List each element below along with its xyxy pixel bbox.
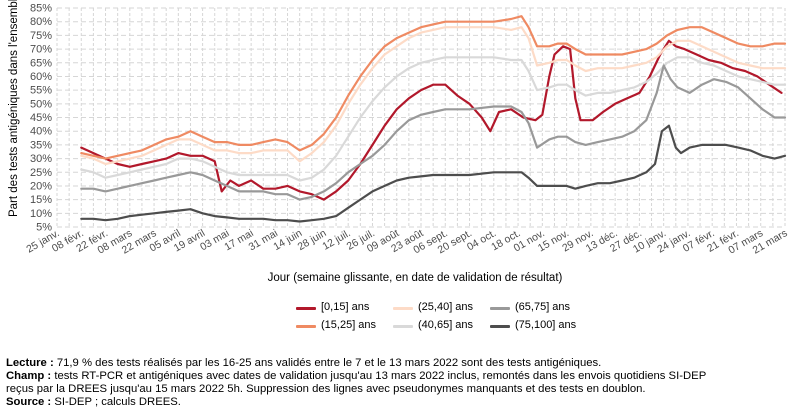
note-key: Lecture : [6,357,54,369]
y-tick-label: 60% [30,71,52,83]
series-line [80,26,787,166]
y-tick-label: 10% [30,208,52,220]
note-scope-continued: reçus par la DREES jusqu'au 15 mars 2022… [6,383,802,396]
y-axis-title: Part des tests antigéniques dans l'ensem… [8,0,20,217]
y-tick-label: 80% [30,16,52,28]
series-line [80,56,787,182]
y-tick-label: 35% [30,139,52,151]
y-tick-label: 25% [30,167,52,179]
legend-label: (15,25] ans [321,319,377,331]
note-reading: Lecture : 71,9 % des tests réalisés par … [6,357,802,370]
note-scope: Champ : tests RT-PCR et antigéniques ave… [6,370,802,383]
legend-swatch [490,325,510,328]
legend-swatch [490,307,510,310]
legend-swatch [296,307,316,310]
y-tick-label: 50% [30,98,52,110]
y-tick-label: 85% [30,3,52,15]
note-text: 71,9 % des tests réalisés par les 16-25 … [53,357,602,369]
series-line [80,15,787,160]
note-text: tests RT-PCR et antigéniques avec dates … [51,370,707,382]
y-tick-label: 70% [30,44,52,56]
line-chart: 5% 10% 15% 20%25% 30% 35%40% 45% 50%55% 60% 65%70… [24,3,789,257]
note-text: SI-DEP ; calculs DREES. [51,396,181,408]
legend-label: (75,100] ans [515,319,577,331]
y-tick-label: 55% [30,85,52,97]
series-line [80,64,787,201]
y-tick-label: 40% [30,126,52,138]
chart-lines [80,15,787,223]
legend-label: (65,75] ans [515,301,571,313]
note-key: Source : [6,396,52,408]
legend-label: [0,15] ans [321,301,370,313]
y-tick-label: 45% [30,112,52,124]
note-text: reçus par la DREES jusqu'au 15 mars 2022… [6,383,646,395]
legend-label: (25,40] ans [418,301,474,313]
note-source: Source : SI-DEP ; calculs DREES. [6,396,802,409]
y-tick-label: 75% [30,30,52,42]
series-line [80,124,787,223]
legend-swatch [296,325,316,328]
note-key: Champ : [6,370,52,382]
y-tick-label: 15% [30,194,52,206]
y-axis-ticks: 5% 10% 15% 20%25% 30% 35%40% 45% 50%55% 60% 65%70… [30,3,52,234]
legend-swatch [393,325,413,328]
legend-swatch [393,307,413,310]
y-tick-label: 65% [30,57,52,69]
legend-label: (40,65] ans [418,319,474,331]
y-tick-label: 5% [36,222,52,234]
chart-notes: Lecture : 71,9 % des tests réalisés par … [6,357,802,409]
x-axis-title: Jour (semaine glissante, en date de vali… [267,272,563,284]
y-tick-label: 20% [30,180,52,192]
y-tick-label: 30% [30,153,52,165]
